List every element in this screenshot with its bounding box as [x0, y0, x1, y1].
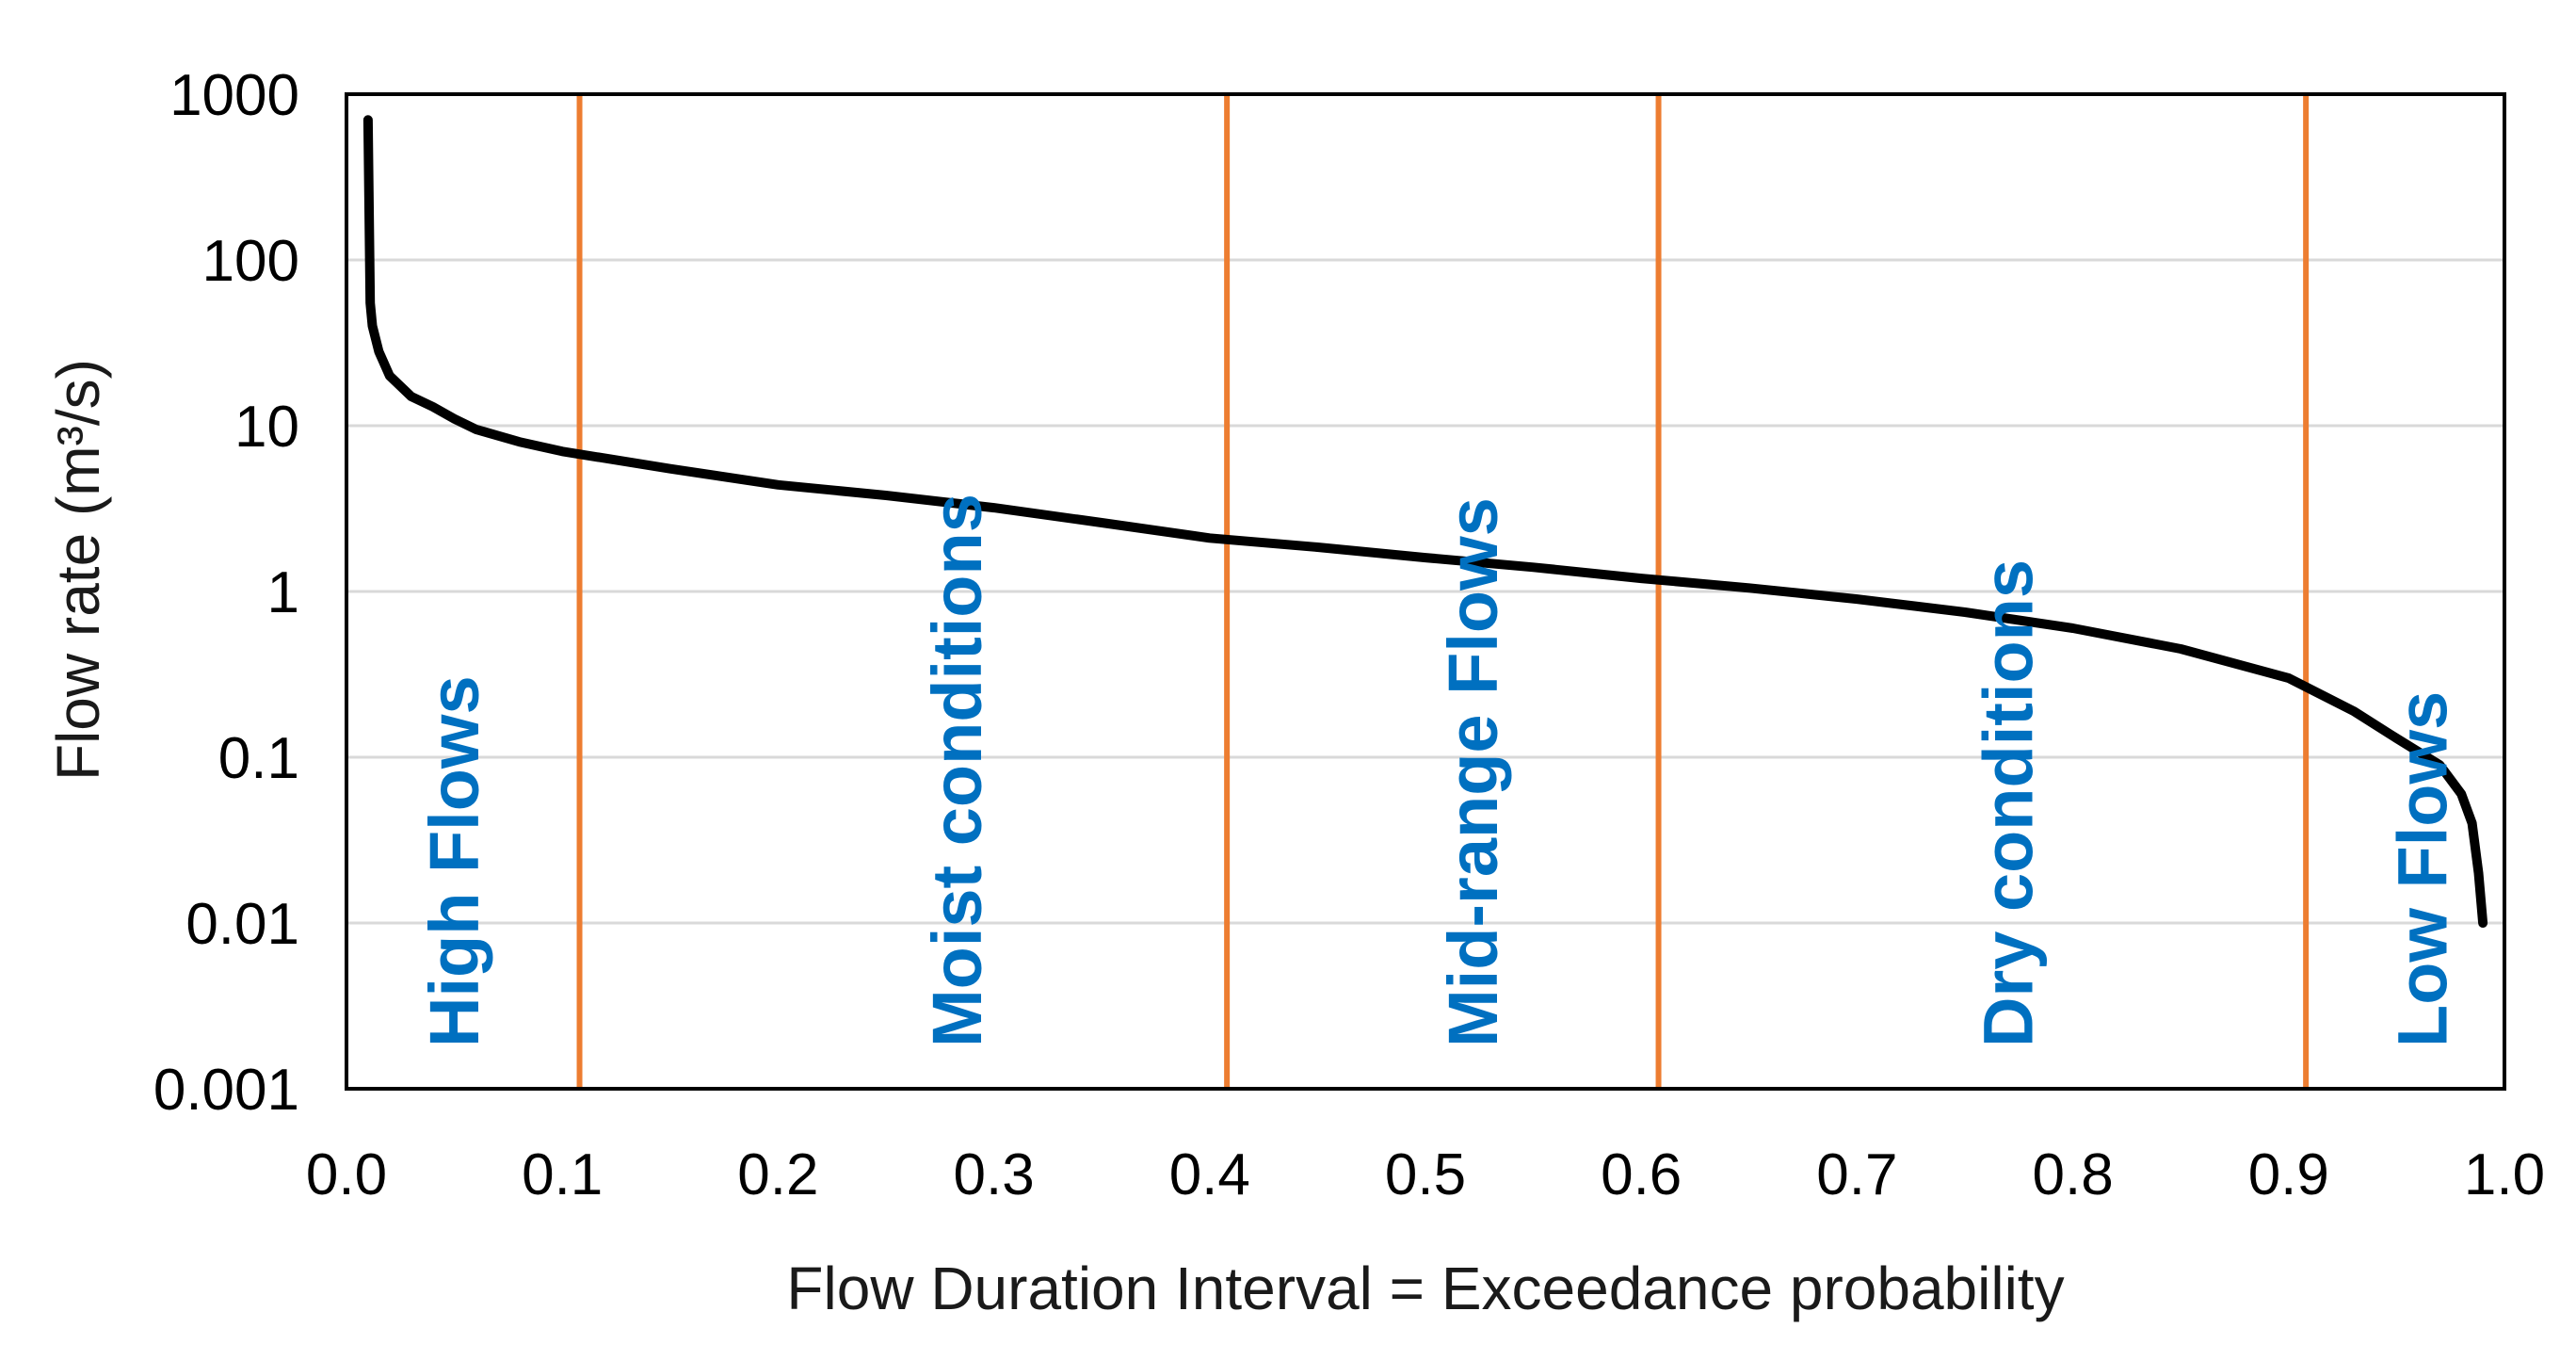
region-label: Low Flows [2383, 691, 2461, 1047]
curve-group [362, 115, 2488, 928]
x-tick-label: 0.2 [737, 1142, 818, 1207]
region-label: Mid-range Flows [1434, 497, 1512, 1047]
y-tick-label: 0.01 [185, 892, 299, 957]
x-tick-labels: 0.0 0.1 0.2 0.3 0.4 0.5 0.6 0.7 0.8 0.9 1.0 [306, 1142, 2545, 1207]
region-labels: High Flows Moist conditions Mid-range Flow… [415, 494, 2461, 1047]
y-tick-label: 100 [202, 229, 299, 294]
x-tick-label: 0.1 [522, 1142, 603, 1207]
x-tick-label: 0.3 [953, 1142, 1034, 1207]
y-tick-label: 0.001 [153, 1058, 299, 1123]
x-tick-label: 0.6 [1601, 1142, 1682, 1207]
x-tick-label: 0.9 [2248, 1142, 2329, 1207]
y-tick-labels: 1000 100 10 1 0.1 0.01 0.001 [153, 63, 299, 1123]
region-label: Moist conditions [918, 494, 996, 1047]
x-tick-label: 0.8 [2032, 1142, 2113, 1207]
region-label: High Flows [415, 675, 493, 1047]
x-axis-label: Flow Duration Interval = Exceedance prob… [786, 1255, 2064, 1322]
x-tick-label: 0.5 [1385, 1142, 1466, 1207]
divider-lines [576, 94, 2310, 1089]
flow-duration-curve [362, 115, 2488, 928]
x-tick-label: 0.7 [1816, 1142, 1897, 1207]
y-tick-label: 1 [267, 560, 299, 625]
y-tick-label: 1000 [169, 63, 299, 128]
plot-frame [345, 92, 2506, 1091]
gridlines [346, 258, 2504, 925]
x-tick-label: 0.0 [306, 1142, 387, 1207]
y-tick-label: 10 [234, 395, 299, 460]
x-tick-label: 1.0 [2464, 1142, 2545, 1207]
x-tick-label: 0.4 [1169, 1142, 1250, 1207]
region-label: Dry conditions [1969, 559, 2047, 1047]
y-tick-label: 0.1 [218, 726, 299, 791]
y-axis-label: Flow rate (m³/s) [44, 359, 112, 781]
